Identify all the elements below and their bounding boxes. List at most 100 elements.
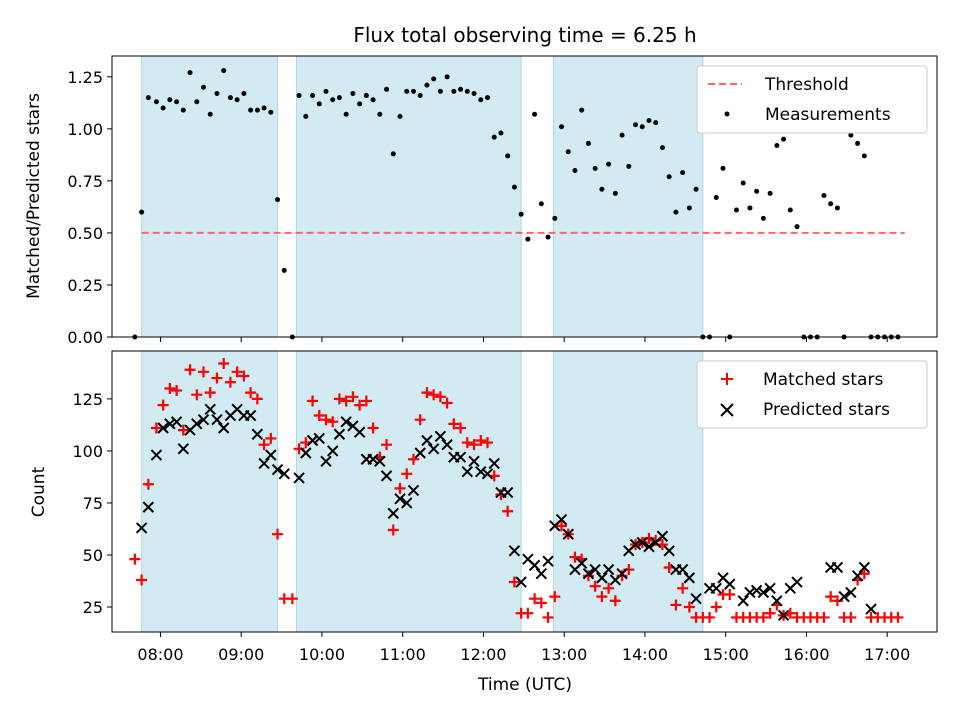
matched-star-point xyxy=(542,611,554,623)
matched-star-point xyxy=(171,385,183,397)
measurement-point xyxy=(633,122,639,128)
predicted-star-point xyxy=(771,595,783,607)
x-tick-label: 17:00 xyxy=(864,645,910,664)
measurement-point xyxy=(424,82,430,88)
matched-star-point xyxy=(481,437,493,449)
measurement-point xyxy=(619,132,625,138)
matched-star-point xyxy=(136,574,148,586)
measurement-point xyxy=(478,97,484,103)
legend-matched-label: Matched stars xyxy=(763,370,883,390)
predicted-star-point xyxy=(475,466,487,478)
matched-star-point xyxy=(670,599,682,611)
x-tick-label: 14:00 xyxy=(622,645,668,664)
matched-star-point xyxy=(258,439,270,451)
matched-star-point xyxy=(589,580,601,592)
predicted-star-point xyxy=(656,530,669,542)
observing-interval-2 xyxy=(295,350,522,633)
matched-star-point xyxy=(286,593,298,605)
matched-star-point xyxy=(164,382,176,394)
predicted-star-point xyxy=(750,584,763,597)
matched-star-point xyxy=(710,601,722,613)
measurement-point xyxy=(740,180,746,186)
predicted-star-point xyxy=(582,568,595,580)
matched-star-point xyxy=(596,591,608,603)
predicted-star-point xyxy=(710,582,722,594)
y-tick-label: 0.25 xyxy=(67,276,103,295)
measurement-point xyxy=(693,186,699,192)
matched-star-point xyxy=(529,593,541,605)
predicted-star-point xyxy=(394,493,406,505)
predicted-star-point xyxy=(374,455,386,468)
predicted-star-point xyxy=(488,457,500,470)
measurement-point xyxy=(464,88,470,94)
measurement-point xyxy=(390,151,396,157)
matched-star-point xyxy=(825,591,837,603)
measurement-point xyxy=(227,95,233,101)
matched-star-point xyxy=(367,422,379,434)
measurement-point xyxy=(733,207,739,213)
measurement-point xyxy=(357,101,363,107)
matched-star-point xyxy=(434,391,446,403)
measurement-point xyxy=(330,97,336,103)
legend-measurements-label: Measurements xyxy=(765,105,891,125)
predicted-star-point xyxy=(271,463,284,476)
top-x-ticks xyxy=(159,337,888,342)
matched-star-point xyxy=(441,397,453,409)
measurement-point xyxy=(713,195,719,201)
measurement-point xyxy=(458,86,464,92)
predicted-star-point xyxy=(353,426,366,438)
matched-star-point xyxy=(569,551,581,563)
matched-star-point xyxy=(238,370,250,382)
measurement-point xyxy=(787,207,793,213)
top-y-ticks: 0.00 0.25 0.50 0.75 1.00 1.25 xyxy=(67,68,112,347)
top-legend: Threshold Measurements xyxy=(696,65,928,134)
measurement-point xyxy=(774,143,780,149)
measurement-point xyxy=(646,118,652,124)
matched-star-point xyxy=(502,505,514,517)
matched-star-point xyxy=(327,416,339,428)
measurement-point xyxy=(310,93,316,99)
predicted-star-point xyxy=(777,609,790,622)
predicted-star-point xyxy=(313,432,325,445)
measurement-point xyxy=(139,209,145,215)
matched-star-point xyxy=(757,611,769,623)
measurement-point xyxy=(261,105,267,111)
predicted-star-point xyxy=(764,582,776,594)
matched-star-point xyxy=(414,414,426,426)
matched-star-point xyxy=(184,364,196,376)
matched-star-point xyxy=(231,366,243,378)
matched-star-point xyxy=(556,520,568,532)
measurement-point xyxy=(484,95,490,101)
measurement-point xyxy=(754,188,760,194)
matched-star-point xyxy=(157,399,169,411)
matched-star-point xyxy=(475,435,487,447)
predicted-star-point xyxy=(340,416,352,428)
x-tick-label: 11:00 xyxy=(380,645,426,664)
matched-star-point xyxy=(150,422,162,434)
measurement-point xyxy=(384,86,390,92)
measurement-point xyxy=(417,93,423,99)
bottom-y-ticks: 25 50 75 100 125 xyxy=(72,390,112,617)
matched-star-point xyxy=(218,357,230,369)
measurement-point xyxy=(781,136,787,142)
measurement-point xyxy=(606,161,612,167)
y-tick-label: 0.75 xyxy=(67,172,103,191)
matched-star-point xyxy=(407,453,419,465)
predicted-star-point xyxy=(461,466,474,478)
predicted-star-point xyxy=(629,538,642,551)
predicted-star-point xyxy=(515,576,527,588)
predicted-star-point xyxy=(575,557,588,570)
measurement-point xyxy=(767,190,773,196)
predicted-star-point xyxy=(380,470,393,482)
matched-star-point xyxy=(677,582,689,594)
measurement-point xyxy=(720,165,726,171)
matched-star-point xyxy=(845,611,857,623)
measurement-point xyxy=(397,113,403,119)
measurement-point xyxy=(254,107,260,113)
predicted-star-point xyxy=(293,472,305,484)
predicted-star-point xyxy=(204,403,216,415)
matched-star-point xyxy=(522,607,534,619)
predicted-star-point xyxy=(791,576,803,588)
predicted-star-point xyxy=(251,428,264,440)
measurement-point xyxy=(471,90,477,96)
